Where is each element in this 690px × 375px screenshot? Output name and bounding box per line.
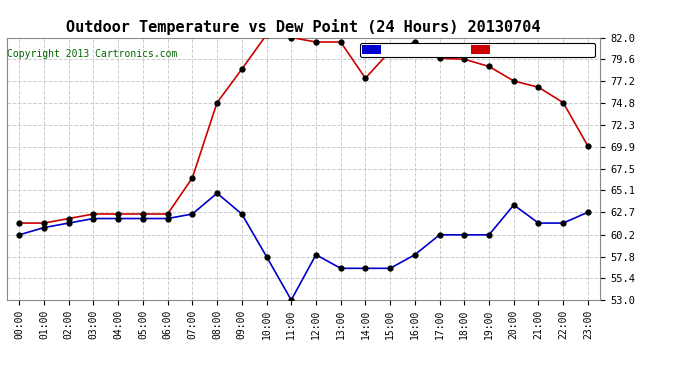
- Title: Outdoor Temperature vs Dew Point (24 Hours) 20130704: Outdoor Temperature vs Dew Point (24 Hou…: [66, 19, 541, 35]
- Text: Copyright 2013 Cartronics.com: Copyright 2013 Cartronics.com: [7, 49, 177, 59]
- Legend: Dew Point (°F), Temperature (°F): Dew Point (°F), Temperature (°F): [359, 43, 595, 57]
